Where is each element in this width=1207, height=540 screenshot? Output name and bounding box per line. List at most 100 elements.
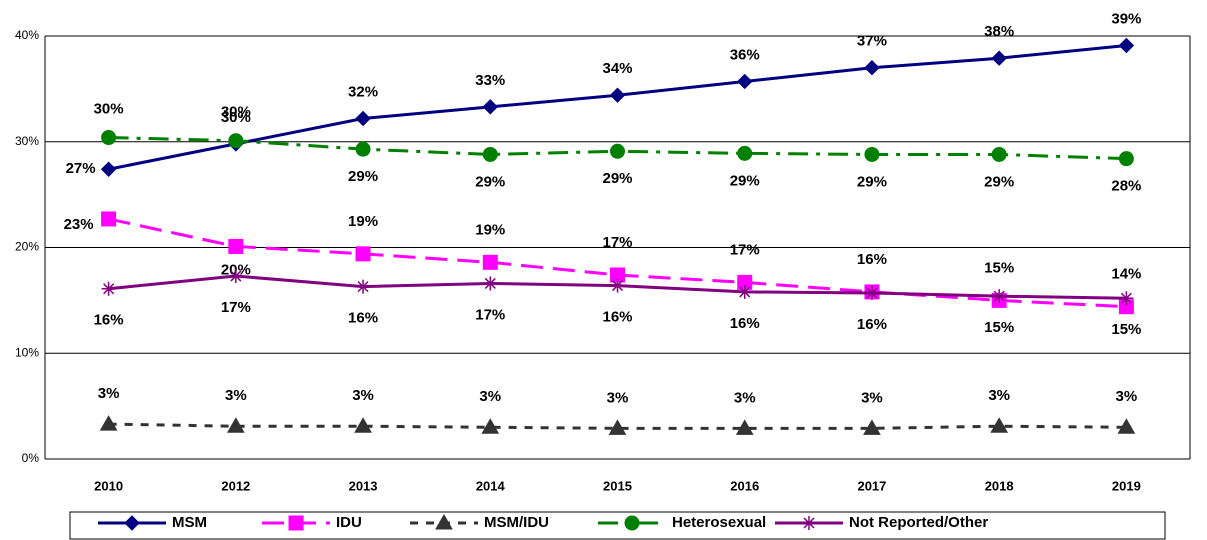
data-label: 3% <box>734 389 756 406</box>
x-tick-label: 2017 <box>857 478 886 493</box>
data-point <box>1118 37 1135 54</box>
data-point <box>228 133 244 149</box>
series-line <box>108 217 1127 309</box>
data-point <box>355 110 371 127</box>
data-point <box>482 99 498 115</box>
data-label: 17% <box>221 299 251 316</box>
data-label: 15% <box>1111 321 1141 338</box>
data-label: 19% <box>475 221 505 238</box>
data-point <box>483 276 498 291</box>
data-point <box>864 146 880 162</box>
data-point <box>356 279 371 294</box>
data-point <box>609 87 626 103</box>
legend-marker <box>435 513 453 530</box>
data-label: 29% <box>602 170 632 187</box>
marker-stroke <box>484 277 496 289</box>
data-label: 3% <box>98 385 120 402</box>
data-point <box>482 146 498 162</box>
legend-label: MSM <box>172 514 207 531</box>
series-line <box>108 422 1127 430</box>
data-label: 3% <box>352 387 374 404</box>
data-point <box>228 238 244 254</box>
data-label: 29% <box>348 168 378 185</box>
data-label: 39% <box>1111 10 1141 27</box>
data-point <box>990 417 1009 433</box>
data-label: 16% <box>94 312 124 329</box>
data-label: 3% <box>1116 388 1138 405</box>
data-point <box>228 269 243 284</box>
data-label: 34% <box>602 60 632 77</box>
x-tick-label: 2012 <box>221 478 250 493</box>
data-point <box>735 419 754 435</box>
legend-label: Not Reported/Other <box>849 514 988 531</box>
data-label: 3% <box>607 389 629 406</box>
legend-label: MSM/IDU <box>484 514 549 531</box>
data-label: 28% <box>1111 178 1141 195</box>
marker-stroke <box>357 281 369 293</box>
data-label: 19% <box>348 213 378 230</box>
data-label: 29% <box>730 172 760 189</box>
y-tick-label: 0% <box>22 451 40 465</box>
data-label: 15% <box>984 319 1014 336</box>
legend-marker <box>624 515 640 531</box>
marker-stroke <box>993 290 1005 302</box>
data-label: 29% <box>475 173 505 190</box>
data-point <box>1117 418 1136 434</box>
marker-stroke <box>611 280 624 292</box>
data-point <box>737 145 753 161</box>
data-point <box>481 418 500 434</box>
data-label: 30% <box>221 104 251 121</box>
data-label: 33% <box>475 72 505 89</box>
data-label: 3% <box>479 388 501 405</box>
data-point <box>864 285 879 300</box>
x-tick-label: 2019 <box>1112 478 1141 493</box>
data-label: 16% <box>602 309 632 326</box>
data-label: 37% <box>857 33 887 50</box>
data-label: 3% <box>861 389 883 406</box>
data-point <box>355 246 371 262</box>
y-tick-label: 20% <box>15 240 39 254</box>
data-label: 38% <box>984 23 1014 40</box>
data-label: 3% <box>988 387 1010 404</box>
x-tick-label: 2014 <box>476 478 506 493</box>
data-point <box>101 281 116 296</box>
data-point <box>737 284 752 299</box>
data-label: 16% <box>730 315 760 332</box>
x-tick-label: 2010 <box>94 478 123 493</box>
marker-stroke <box>230 270 242 282</box>
x-tick-label: 2018 <box>985 478 1014 493</box>
data-point <box>101 130 117 146</box>
data-point <box>99 415 118 431</box>
data-point <box>1118 151 1134 167</box>
data-point <box>992 289 1007 304</box>
data-label: 29% <box>984 173 1014 190</box>
data-point <box>354 417 372 433</box>
data-label: 36% <box>730 46 760 63</box>
legend-marker <box>124 515 140 531</box>
data-label: 15% <box>984 259 1014 276</box>
data-label: 27% <box>66 160 96 177</box>
data-label: 17% <box>475 306 505 323</box>
y-tick-label: 40% <box>15 28 39 42</box>
data-point <box>863 419 881 435</box>
data-point <box>991 50 1007 66</box>
marker-stroke <box>866 287 878 299</box>
legend-box <box>69 511 1166 540</box>
data-point <box>737 73 753 90</box>
y-tick-label: 30% <box>15 134 39 148</box>
data-label: 14% <box>1111 266 1141 283</box>
legend-label: Heterosexual <box>672 514 766 531</box>
data-label: 30% <box>221 109 251 126</box>
x-tick-label: 2013 <box>349 478 378 493</box>
data-label: 29% <box>857 173 887 190</box>
data-label: 16% <box>348 310 378 327</box>
data-label: 16% <box>857 251 887 268</box>
data-point <box>610 278 625 293</box>
data-label: 17% <box>730 241 760 258</box>
x-tick-label: 2016 <box>730 478 759 493</box>
data-point <box>864 60 880 76</box>
legend-marker <box>288 515 304 531</box>
data-point <box>608 419 627 435</box>
data-point <box>1119 291 1134 306</box>
